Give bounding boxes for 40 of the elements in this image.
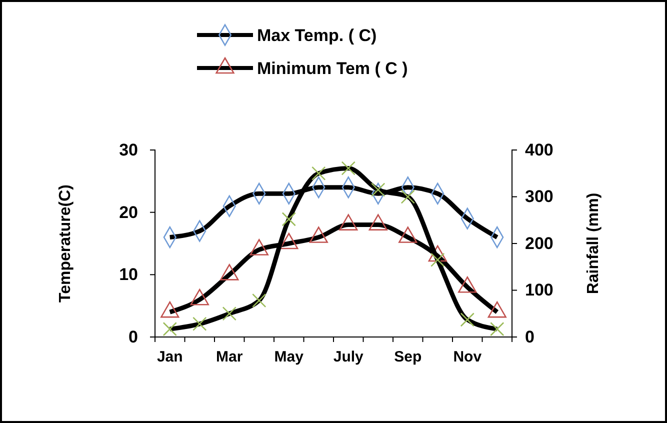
point — [160, 301, 180, 318]
y2-tick-label: 100 — [525, 280, 554, 300]
point — [280, 232, 298, 250]
point — [341, 161, 356, 176]
point — [312, 166, 326, 180]
legend-label: Max Temp. ( C) — [257, 26, 377, 45]
y2-axis-title: Rainfall (mm) — [585, 192, 602, 294]
point — [222, 306, 236, 321]
point — [458, 276, 477, 293]
point — [309, 226, 328, 243]
y-tick-label: 30 — [119, 140, 138, 160]
y-tick-label: 10 — [119, 265, 138, 284]
point — [220, 264, 239, 280]
point — [428, 245, 447, 262]
point — [488, 301, 506, 318]
y2-tick-label: 300 — [525, 187, 554, 206]
point — [190, 288, 209, 306]
y-tick-label: 0 — [128, 327, 138, 346]
point — [162, 322, 177, 336]
y2-tick-label: 200 — [525, 234, 554, 253]
legend-label: Minimum Tem ( C ) — [257, 59, 408, 78]
x-tick-label: Sep — [394, 348, 422, 366]
point — [398, 226, 418, 243]
x-tick-label: Nov — [453, 348, 482, 366]
x-tick-label: Mar — [216, 348, 243, 366]
y-axis-title: Temperature(C) — [57, 184, 74, 302]
y2-tick-label: 0 — [525, 327, 534, 346]
point — [490, 322, 504, 336]
point — [250, 239, 268, 256]
point — [371, 182, 386, 197]
y2-tick-label: 400 — [525, 140, 554, 160]
y-tick-label: 20 — [119, 202, 138, 222]
point — [252, 293, 266, 308]
point — [400, 190, 415, 204]
point — [192, 316, 207, 331]
point — [460, 312, 474, 327]
x-tick-label: Jan — [156, 348, 183, 366]
point — [282, 212, 296, 226]
x-tick-label: July — [333, 348, 364, 366]
x-tick-label: May — [274, 348, 304, 366]
